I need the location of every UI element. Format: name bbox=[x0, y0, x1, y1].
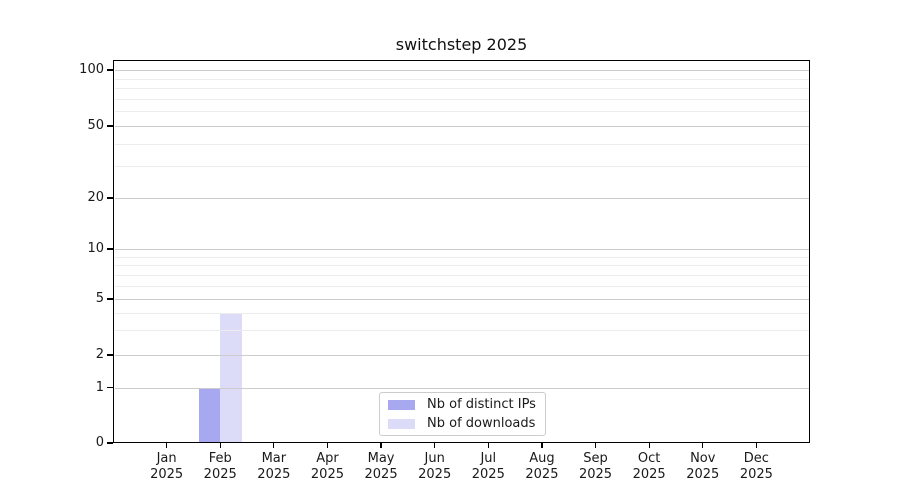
x-tick bbox=[380, 443, 382, 448]
plot-area bbox=[113, 60, 810, 443]
x-tick-label: Oct 2025 bbox=[632, 451, 666, 482]
y-tick-label: 10 bbox=[87, 241, 104, 256]
legend-label-downloads: Nb of downloads bbox=[427, 416, 536, 431]
y-tick bbox=[107, 354, 113, 356]
gridline-minor bbox=[114, 78, 809, 80]
gridline-minor bbox=[114, 256, 809, 258]
x-tick-label: Feb 2025 bbox=[203, 451, 237, 482]
y-tick bbox=[107, 298, 113, 300]
gridline-minor bbox=[114, 166, 809, 168]
x-tick bbox=[702, 443, 704, 448]
x-tick bbox=[541, 443, 543, 448]
chart-title: switchstep 2025 bbox=[395, 35, 528, 54]
x-tick-label: Jan 2025 bbox=[150, 451, 184, 482]
legend-swatch-downloads bbox=[388, 418, 415, 429]
gridline-minor bbox=[114, 98, 809, 100]
y-tick bbox=[107, 386, 113, 389]
y-tick-label: 1 bbox=[95, 379, 104, 395]
gridline-major bbox=[114, 70, 809, 71]
x-tick bbox=[487, 443, 489, 448]
x-tick-label: Jul 2025 bbox=[471, 451, 505, 482]
y-tick-label: 50 bbox=[87, 118, 104, 133]
x-tick bbox=[219, 443, 221, 448]
y-tick bbox=[107, 197, 113, 199]
legend-label-distinct-ips: Nb of distinct IPs bbox=[427, 397, 536, 412]
y-tick bbox=[107, 248, 113, 250]
gridline-minor bbox=[114, 88, 809, 90]
gridline-major bbox=[114, 299, 809, 300]
y-tick-label: 0 bbox=[95, 435, 104, 450]
x-tick-label: Aug 2025 bbox=[525, 451, 559, 482]
x-tick-label: Dec 2025 bbox=[739, 451, 773, 482]
y-tick bbox=[107, 69, 113, 71]
x-tick bbox=[755, 443, 758, 448]
gridline-minor bbox=[114, 143, 809, 145]
x-tick bbox=[434, 443, 436, 448]
legend-item-downloads: Nb of downloads bbox=[388, 416, 545, 431]
gridline-minor bbox=[114, 285, 809, 287]
legend-swatch-distinct-ips bbox=[388, 399, 415, 410]
gridline-minor bbox=[114, 265, 809, 267]
gridline-minor bbox=[114, 330, 809, 332]
y-tick bbox=[107, 442, 113, 444]
x-tick bbox=[594, 443, 597, 448]
y-tick bbox=[107, 125, 113, 127]
x-tick bbox=[648, 443, 650, 448]
gridline-minor bbox=[114, 312, 809, 314]
bar-distinct-ips bbox=[198, 387, 221, 442]
gridline-minor bbox=[114, 111, 809, 113]
x-tick-label: Sep 2025 bbox=[578, 451, 613, 482]
x-tick bbox=[165, 443, 168, 448]
gridline-major bbox=[114, 198, 809, 199]
gridline-major bbox=[114, 249, 809, 250]
x-tick bbox=[273, 443, 275, 448]
gridline-major bbox=[114, 355, 809, 356]
x-tick-label: Nov 2025 bbox=[686, 451, 720, 482]
x-tick-label: May 2025 bbox=[364, 451, 398, 482]
y-tick-label: 2 bbox=[95, 347, 104, 362]
y-tick-label: 20 bbox=[87, 190, 104, 205]
x-tick-label: Mar 2025 bbox=[257, 451, 291, 482]
gridline-major bbox=[114, 126, 809, 127]
y-tick-label: 100 bbox=[79, 62, 104, 77]
gridline-major bbox=[114, 387, 809, 389]
y-tick-label: 5 bbox=[95, 291, 104, 306]
legend-item-distinct-ips: Nb of distinct IPs bbox=[388, 397, 545, 412]
bar-downloads bbox=[220, 312, 242, 442]
x-tick-label: Jun 2025 bbox=[418, 451, 452, 482]
gridline-minor bbox=[114, 274, 809, 276]
x-tick-label: Apr 2025 bbox=[310, 451, 344, 482]
legend: Nb of distinct IPs Nb of downloads bbox=[379, 392, 546, 436]
x-tick bbox=[326, 443, 329, 448]
